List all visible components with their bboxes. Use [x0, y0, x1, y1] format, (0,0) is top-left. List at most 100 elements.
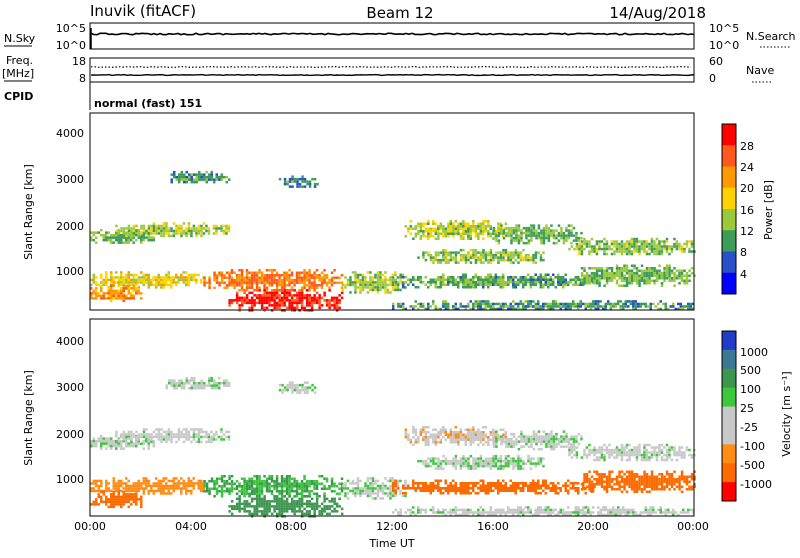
echo-cell: [686, 245, 689, 248]
echo-cell: [316, 495, 319, 498]
echo-cell: [120, 436, 123, 439]
echo-cell: [103, 491, 106, 494]
echo-cell: [223, 287, 226, 290]
echo-cell: [321, 304, 324, 307]
echo-cell: [399, 289, 402, 292]
echo-cell: [477, 482, 480, 485]
echo-cell: [610, 303, 613, 306]
echo-cell: [462, 220, 465, 223]
echo-cell: [246, 277, 249, 280]
echo-cell: [228, 304, 231, 307]
echo-cell: [560, 490, 563, 493]
echo-cell: [155, 485, 158, 488]
echo-cell: [163, 480, 166, 483]
echo-cell: [470, 284, 473, 287]
echo-cell: [216, 480, 219, 483]
echo-cell: [530, 462, 533, 465]
echo-cell: [430, 492, 433, 495]
echo-cell: [276, 284, 279, 287]
echo-cell: [316, 488, 319, 491]
echo-cell: [258, 490, 261, 493]
echo-cell: [407, 279, 410, 282]
echo-cell: [545, 445, 548, 448]
echo-cell: [281, 297, 284, 300]
echo-cell: [427, 281, 430, 284]
echo-cell: [407, 434, 410, 437]
echo-cell: [143, 482, 146, 485]
echo-cell: [253, 277, 256, 280]
echo-cell: [425, 228, 428, 231]
echo-cell: [510, 261, 513, 264]
echo-cell: [316, 287, 319, 290]
echo-cell: [658, 248, 661, 251]
echo-cell: [188, 284, 191, 287]
echo-cell: [301, 185, 304, 188]
echo-cell: [427, 462, 430, 465]
echo-cell: [133, 436, 136, 439]
echo-cell: [301, 510, 304, 512]
echo-cell: [200, 431, 203, 434]
echo-cell: [532, 305, 535, 308]
echo-cell: [583, 275, 586, 278]
echo-cell: [354, 286, 357, 289]
echo-cell: [482, 238, 485, 241]
echo-cell: [155, 482, 158, 485]
power-ytick-1000: 1000: [56, 265, 84, 278]
echo-cell: [296, 488, 299, 491]
echo-cell: [430, 485, 433, 488]
echo-cell: [110, 285, 113, 288]
echo-cell: [306, 272, 309, 275]
echo-cell: [130, 235, 133, 238]
echo-cell: [537, 279, 540, 282]
echo-cell: [482, 256, 485, 259]
echo-cell: [437, 254, 440, 257]
echo-cell: [180, 276, 183, 279]
echo-cell: [548, 445, 551, 448]
echo-cell: [513, 433, 516, 436]
echo-cell: [402, 487, 405, 490]
echo-cell: [369, 477, 372, 480]
echo-cell: [223, 277, 226, 280]
echo-cell: [331, 478, 334, 481]
echo-cell: [236, 488, 239, 491]
echo-cell: [333, 485, 336, 488]
nsearch-tick-top: 10^5: [709, 22, 739, 35]
echo-cell: [537, 462, 540, 465]
echo-cell: [198, 487, 201, 490]
echo-cell: [140, 503, 143, 506]
echo-cell: [326, 282, 329, 285]
echo-cell: [442, 436, 445, 439]
echo-cell: [336, 277, 339, 280]
echo-cell: [271, 294, 274, 297]
echo-cell: [160, 433, 163, 436]
echo-cell: [535, 303, 538, 306]
echo-cell: [298, 503, 301, 506]
echo-cell: [283, 483, 286, 486]
echo-cell: [175, 433, 178, 436]
echo-cell: [525, 237, 528, 240]
echo-cell: [120, 279, 123, 282]
echo-cell: [231, 490, 234, 493]
echo-cell: [303, 488, 306, 491]
echo-cell: [288, 475, 291, 478]
echo-cell: [447, 487, 450, 490]
echo-cell: [171, 181, 174, 184]
echo-cell: [389, 497, 392, 500]
echo-cell: [313, 503, 316, 506]
echo-cell: [422, 225, 425, 228]
echo-cell: [532, 284, 535, 287]
echo-cell: [95, 276, 98, 279]
echo-cell: [190, 480, 193, 483]
echo-cell: [422, 490, 425, 493]
echo-cell: [135, 436, 138, 439]
echo-cell: [95, 236, 98, 239]
echo-cell: [296, 279, 299, 282]
echo-cell: [673, 245, 676, 248]
echo-cell: [236, 493, 239, 496]
echo-cell: [115, 236, 118, 239]
echo-cell: [188, 436, 191, 439]
echo-cell: [389, 490, 392, 493]
echo-cell: [148, 433, 151, 436]
echo-cell: [288, 299, 291, 302]
echo-cell: [118, 480, 121, 483]
